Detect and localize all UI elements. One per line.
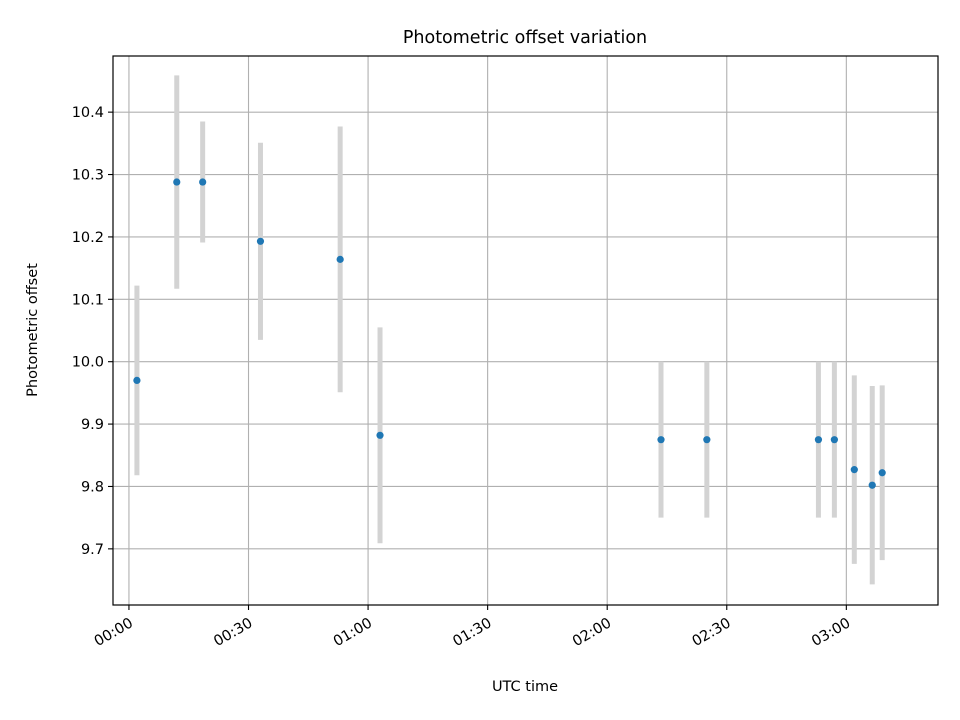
- data-point: [256, 237, 265, 245]
- data-point: [850, 466, 858, 474]
- y-axis-label: Photometric offset: [25, 263, 41, 397]
- x-axis-ticks: 00:00 00:30 01:00 01:30 02:00 02:30 03:00: [92, 605, 853, 650]
- x-axis-label: UTC time: [492, 679, 558, 695]
- x-tick-label: 01:30: [450, 615, 494, 650]
- y-tick-label: 10.0: [72, 355, 104, 371]
- x-tick-label: 01:00: [331, 615, 375, 650]
- x-tick-label: 02:00: [570, 615, 614, 650]
- data-point: [199, 178, 207, 186]
- grid: [113, 56, 938, 605]
- data-point: [830, 436, 838, 444]
- y-tick-label: 10.1: [72, 292, 104, 308]
- data-point: [878, 469, 886, 477]
- y-tick-label: 9.7: [81, 542, 104, 558]
- y-axis-ticks: 9.7 9.8 9.9 10.0 10.1 10.2 10.3 10.4: [72, 105, 113, 558]
- chart-title: Photometric offset variation: [403, 28, 647, 48]
- data-point: [376, 431, 384, 439]
- x-tick-label: 00:30: [211, 615, 255, 650]
- y-tick-label: 9.9: [81, 417, 104, 433]
- y-tick-label: 10.3: [72, 168, 104, 184]
- y-tick-label: 10.4: [72, 105, 104, 121]
- data-point: [814, 436, 823, 444]
- data-point: [336, 255, 344, 263]
- data-point: [173, 178, 181, 186]
- y-tick-label: 9.8: [81, 479, 104, 495]
- data-point: [657, 436, 665, 444]
- plot-frame: [112, 55, 939, 606]
- data-point: [868, 481, 876, 489]
- data-points: [133, 178, 886, 489]
- data-point: [703, 436, 711, 444]
- x-tick-label: 02:30: [690, 615, 734, 650]
- x-tick-label: 00:00: [92, 615, 136, 650]
- x-tick-label: 03:00: [809, 615, 853, 650]
- y-tick-label: 10.2: [72, 230, 104, 246]
- data-point: [133, 376, 141, 385]
